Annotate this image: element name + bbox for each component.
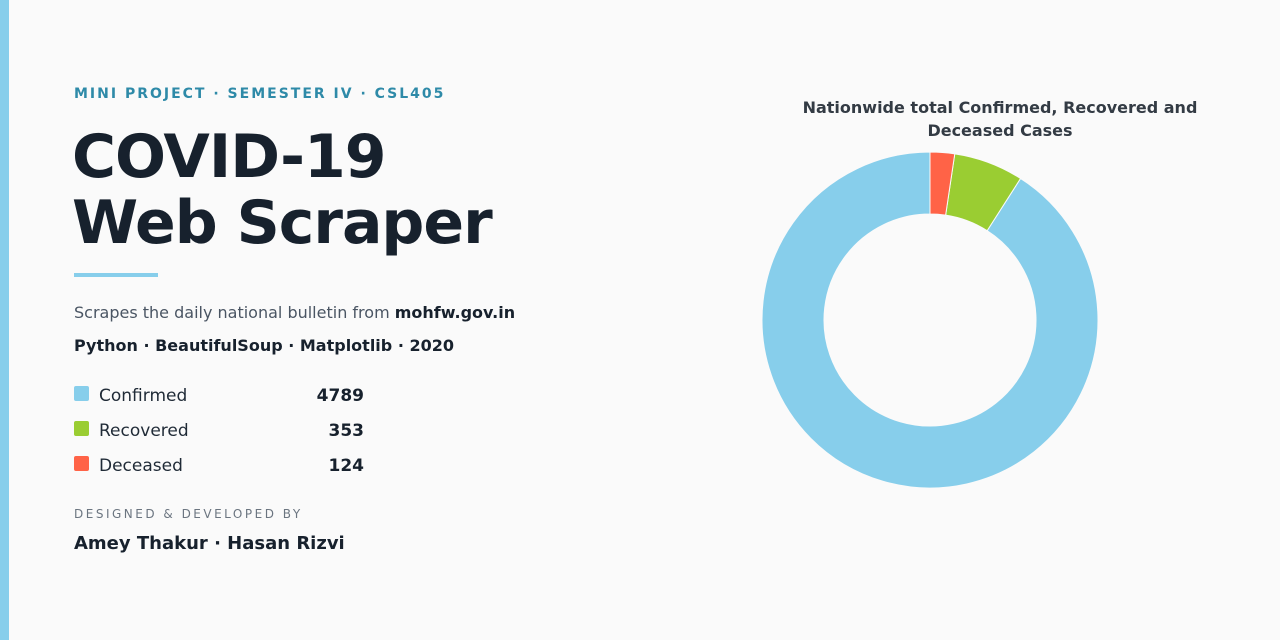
page-title: COVID-19 Web Scraper (72, 122, 493, 258)
description: Scrapes the daily national bulletin from… (74, 303, 515, 322)
donut-slice-deceased (929, 151, 956, 216)
authors: Amey Thakur · Hasan Rizvi (74, 533, 345, 554)
legend-row-confirmed: Confirmed 4789 (74, 385, 364, 420)
legend-row-recovered: Recovered 353 (74, 420, 364, 455)
legend-label-recovered: Recovered (99, 421, 189, 441)
deceased-swatch (74, 456, 89, 471)
legend-value-recovered: 353 (328, 421, 365, 441)
legend-value-deceased: 124 (328, 456, 365, 476)
confirmed-swatch (74, 386, 89, 401)
legend-row-deceased: Deceased 124 (74, 455, 364, 490)
tech-stack: Python · BeautifulSoup · Matplotlib · 20… (74, 336, 454, 355)
chart-title: Nationwide total Confirmed, Recovered an… (802, 98, 1198, 140)
accent-bar (0, 0, 9, 640)
title-underline (74, 273, 158, 277)
credits-label: DESIGNED & DEVELOPED BY (74, 507, 303, 521)
title-line-1: COVID-19 (72, 122, 387, 192)
description-text: Scrapes the daily national bulletin from (74, 303, 390, 322)
legend-value-confirmed: 4789 (316, 386, 364, 406)
project-kicker: MINI PROJECT · SEMESTER IV · CSL405 (74, 86, 446, 102)
source-domain: mohfw.gov.in (394, 303, 516, 322)
donut-slice-confirmed (761, 151, 1099, 489)
donut-chart (761, 151, 1099, 489)
recovered-swatch (74, 421, 89, 436)
legend-label-deceased: Deceased (99, 456, 183, 476)
legend-label-confirmed: Confirmed (99, 386, 188, 406)
title-line-2: Web Scraper (72, 188, 493, 258)
legend: Confirmed 4789 Recovered 353 Deceased 12… (74, 385, 364, 490)
